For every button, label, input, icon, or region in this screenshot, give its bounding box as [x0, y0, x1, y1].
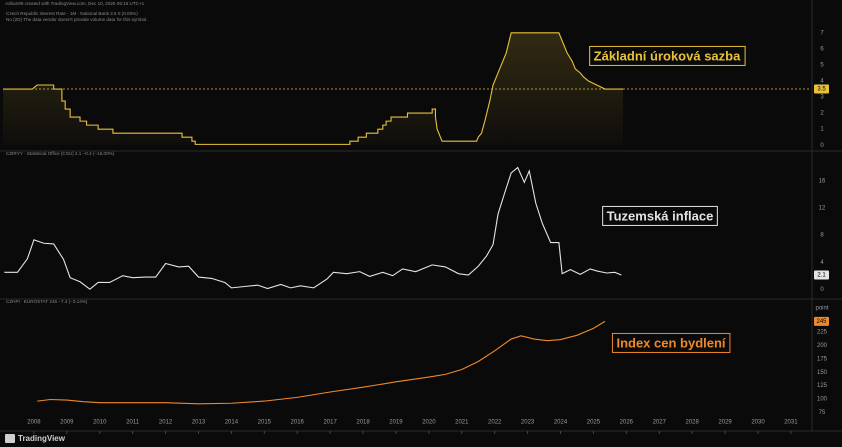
y-tick-label: 150	[817, 370, 828, 376]
x-tick-label: 2029	[718, 420, 732, 426]
x-tick-label: 2009	[60, 420, 74, 426]
x-tick-label: 2011	[126, 420, 140, 426]
legend: CZIRYY · Statistical Office (CSU) 2.1 −0…	[6, 151, 115, 156]
y-tick-label: 1	[820, 127, 824, 133]
line	[37, 320, 606, 405]
x-tick-label: 2015	[258, 420, 272, 426]
y-tick-label: 3	[820, 95, 824, 101]
y-unit: point	[815, 306, 828, 312]
x-tick-label: 2017	[323, 420, 337, 426]
legend-note: No (2D) The data vendor doesn't provide …	[6, 17, 147, 22]
annotation: Tuzemská inflace	[607, 208, 714, 223]
branding: TradingView	[18, 434, 66, 443]
x-tick-label: 2013	[192, 420, 206, 426]
annotation-box	[611, 332, 731, 353]
y-tick-label: 0	[820, 287, 824, 293]
price-label: 3.5	[817, 87, 826, 93]
x-tick-label: 2024	[554, 420, 568, 426]
y-tick-label: 125	[817, 383, 828, 389]
y-tick-label: 8	[820, 233, 824, 239]
line	[4, 166, 622, 290]
price-label-box	[814, 316, 829, 326]
y-tick-label: 75	[819, 410, 826, 416]
y-tick-label: 2	[820, 111, 824, 117]
x-tick-label: 2022	[488, 420, 502, 426]
y-tick-label: 225	[817, 330, 828, 336]
y-tick-label: 4	[820, 260, 824, 266]
annotation-box	[602, 205, 718, 226]
annotation: Index cen bydlení	[616, 335, 725, 350]
y-tick-label: 175	[817, 356, 828, 362]
y-tick-label: 6	[820, 46, 824, 52]
legend: Czech Republic Interest Rate · 1M · Nati…	[6, 11, 138, 16]
y-tick-label: 4	[820, 79, 824, 85]
price-label: 2.1	[817, 273, 826, 279]
x-tick-label: 2025	[587, 420, 601, 426]
annotation: Základní úroková sazba	[594, 48, 741, 63]
y-tick-label: 200	[817, 343, 828, 349]
x-tick-label: 2026	[620, 420, 634, 426]
x-tick-label: 2010	[93, 420, 107, 426]
price-label-box	[814, 84, 829, 94]
x-tick-label: 2014	[225, 420, 239, 426]
legend: CZHPI · EUROSTAT 245 −7.4 (−3.14%)	[6, 299, 88, 304]
x-tick-label: 2031	[784, 420, 798, 426]
y-tick-label: 0	[820, 143, 824, 149]
y-tick-label: 100	[817, 397, 828, 403]
x-tick-label: 2020	[422, 420, 436, 426]
x-tick-label: 2012	[159, 420, 173, 426]
annotation-box	[589, 45, 746, 66]
x-tick-label: 2021	[455, 420, 469, 426]
y-tick-label: 7	[820, 30, 824, 36]
price-label: 245	[816, 319, 827, 325]
y-tick-label: 16	[819, 179, 826, 185]
x-tick-label: 2027	[653, 420, 667, 426]
logo	[5, 434, 15, 443]
line	[3, 32, 624, 145]
y-tick-label: 12	[819, 206, 826, 212]
header: Adrian99 created with TradingView.com, D…	[5, 1, 145, 6]
x-tick-label: 2028	[685, 420, 699, 426]
x-tick-label: 2023	[521, 420, 535, 426]
x-tick-label: 2018	[356, 420, 370, 426]
x-tick-label: 2030	[751, 420, 765, 426]
price-label-box	[814, 270, 829, 280]
x-tick-label: 2019	[389, 420, 403, 426]
x-tick-label: 2008	[27, 420, 41, 426]
y-tick-label: 5	[820, 63, 824, 69]
x-tick-label: 2016	[291, 420, 305, 426]
